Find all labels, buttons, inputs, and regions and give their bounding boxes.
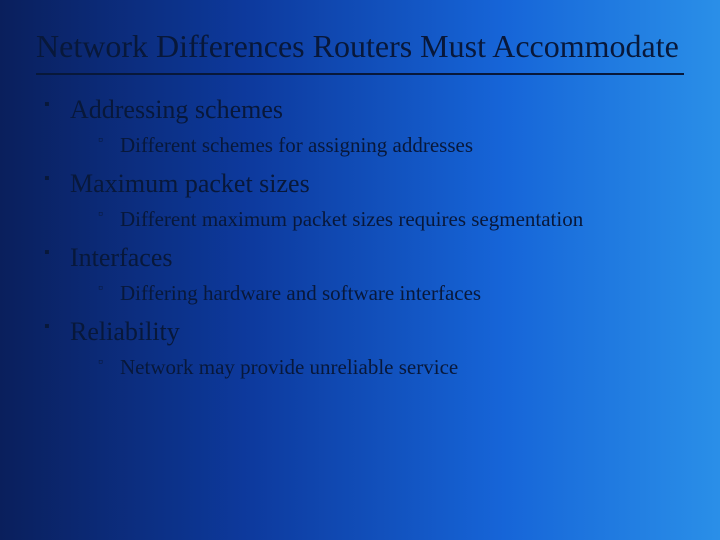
slide: Network Differences Routers Must Accommo…	[0, 0, 720, 540]
list-item: Interfaces Differing hardware and softwa…	[44, 241, 684, 307]
sub-bullet-text: Network may provide unreliable service	[120, 355, 458, 379]
list-item: Differing hardware and software interfac…	[98, 279, 684, 307]
bullet-list: Addressing schemes Different schemes for…	[36, 93, 684, 382]
list-item: Addressing schemes Different schemes for…	[44, 93, 684, 159]
sub-bullet-text: Different schemes for assigning addresse…	[120, 133, 473, 157]
list-item: Network may provide unreliable service	[98, 353, 684, 381]
bullet-text: Addressing schemes	[70, 95, 283, 124]
list-item: Different schemes for assigning addresse…	[98, 131, 684, 159]
bullet-text: Reliability	[70, 317, 180, 346]
list-item: Different maximum packet sizes requires …	[98, 205, 684, 233]
slide-title: Network Differences Routers Must Accommo…	[36, 28, 684, 65]
list-item: Maximum packet sizes Different maximum p…	[44, 167, 684, 233]
sub-bullet-list: Different schemes for assigning addresse…	[70, 131, 684, 159]
sub-bullet-text: Different maximum packet sizes requires …	[120, 207, 583, 231]
sub-bullet-text: Differing hardware and software interfac…	[120, 281, 481, 305]
title-underline	[36, 73, 684, 75]
bullet-text: Maximum packet sizes	[70, 169, 310, 198]
list-item: Reliability Network may provide unreliab…	[44, 315, 684, 381]
sub-bullet-list: Network may provide unreliable service	[70, 353, 684, 381]
bullet-text: Interfaces	[70, 243, 172, 272]
sub-bullet-list: Differing hardware and software interfac…	[70, 279, 684, 307]
sub-bullet-list: Different maximum packet sizes requires …	[70, 205, 684, 233]
